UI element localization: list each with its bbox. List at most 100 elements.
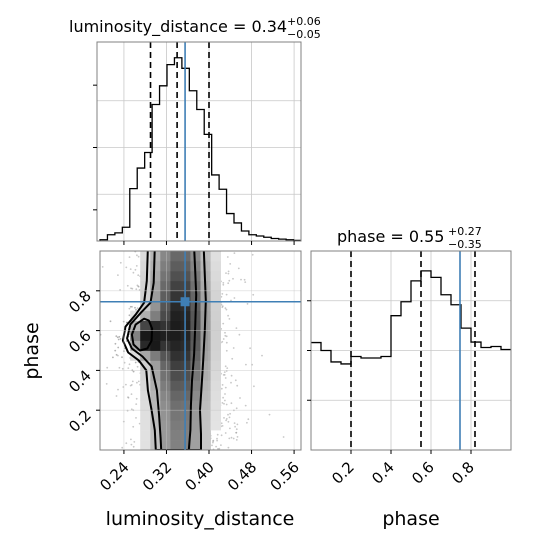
sample-point <box>129 305 132 308</box>
sample-point <box>224 386 227 389</box>
density-cell <box>170 290 181 302</box>
sample-point <box>261 354 263 357</box>
density-cell <box>170 261 181 272</box>
sample-point <box>132 370 135 373</box>
density-cell <box>150 320 161 331</box>
density-cell <box>210 261 221 272</box>
density-cell <box>170 440 181 450</box>
sample-point <box>129 384 132 387</box>
sample-point <box>132 271 135 274</box>
sample-point <box>236 436 239 438</box>
density-cell <box>170 310 181 321</box>
density-cell <box>160 370 171 381</box>
density-cell <box>210 390 221 401</box>
density-contours <box>121 251 207 450</box>
sample-point <box>135 403 138 405</box>
sample-point <box>128 256 131 258</box>
sample-point <box>131 380 134 383</box>
density-cell <box>210 290 221 302</box>
sample-point <box>135 417 137 419</box>
density-cell <box>150 261 161 272</box>
sample-point <box>117 274 119 276</box>
sample-point <box>216 439 219 442</box>
phase-histogram-panel: 0.2 0.4 0.6 0.8 phase = 0.55 +0.27 −0.35 <box>307 225 512 488</box>
density-cell <box>200 251 211 262</box>
sample-point <box>220 434 223 437</box>
sample-point <box>249 347 252 350</box>
density-cell <box>190 370 201 381</box>
joint-ytick-label-3: 0.8 <box>65 287 95 317</box>
sample-point <box>224 331 226 334</box>
contour-outer <box>121 251 207 450</box>
sample-point <box>229 412 232 415</box>
sample-point <box>119 338 122 340</box>
x-axis-label-phase: phase <box>382 508 439 530</box>
sample-point <box>235 431 238 434</box>
density-cell <box>160 280 171 292</box>
density-cell <box>170 330 181 341</box>
density-cell <box>190 390 201 401</box>
luminosity-distance-hist-step <box>99 57 301 241</box>
sample-point <box>128 314 131 317</box>
density-cell <box>150 300 161 312</box>
sample-point <box>137 285 140 288</box>
sample-point <box>117 338 120 341</box>
sample-point <box>121 356 123 359</box>
density-cell <box>140 370 151 381</box>
density-cell <box>200 330 211 341</box>
phase-hist-step <box>311 270 511 365</box>
sample-point <box>118 335 121 338</box>
density-cell <box>190 430 201 441</box>
sample-point <box>118 366 121 369</box>
density-cell <box>160 330 171 341</box>
density-cell <box>170 380 181 391</box>
density-cell <box>160 270 171 282</box>
sample-point <box>109 320 112 323</box>
sample-point <box>225 341 228 344</box>
sample-point <box>130 408 133 411</box>
density-cell <box>150 420 161 431</box>
density-cell <box>140 320 151 331</box>
sample-point <box>222 396 225 399</box>
density-cell <box>200 420 211 431</box>
density-cells <box>130 251 221 450</box>
sample-point <box>127 396 130 399</box>
sample-point <box>230 374 233 377</box>
sample-point <box>136 365 139 368</box>
density-cell <box>210 300 221 312</box>
right-xtick-label-2: 0.6 <box>408 458 438 488</box>
sample-point <box>223 402 225 405</box>
sample-point <box>236 423 239 426</box>
density-cell <box>190 360 201 371</box>
sample-point <box>106 366 109 369</box>
sample-point <box>112 356 114 359</box>
density-cell <box>210 330 221 341</box>
sample-point <box>226 367 229 369</box>
density-cell <box>200 440 211 450</box>
sample-point <box>127 367 130 369</box>
sample-point <box>268 413 271 416</box>
sample-point <box>91 432 93 434</box>
sample-point <box>131 305 134 308</box>
sample-point <box>128 363 131 366</box>
sample-point <box>93 401 95 403</box>
density-cell <box>200 390 211 401</box>
density-cell <box>160 430 171 441</box>
sample-point <box>227 446 230 449</box>
sample-point <box>240 278 242 281</box>
sample-point <box>239 397 241 399</box>
sample-point <box>233 422 236 424</box>
density-cell <box>170 280 181 292</box>
sample-point <box>224 377 227 379</box>
sample-point <box>134 306 136 309</box>
sample-point <box>224 365 227 368</box>
sample-point <box>211 444 213 447</box>
top-panel-frame <box>96 41 302 242</box>
sample-point <box>222 282 225 284</box>
sample-point <box>225 349 228 352</box>
phase-title-sup: +0.27 <box>448 225 482 238</box>
sample-point <box>138 422 141 425</box>
sample-point <box>243 278 246 281</box>
density-cell <box>160 320 171 331</box>
